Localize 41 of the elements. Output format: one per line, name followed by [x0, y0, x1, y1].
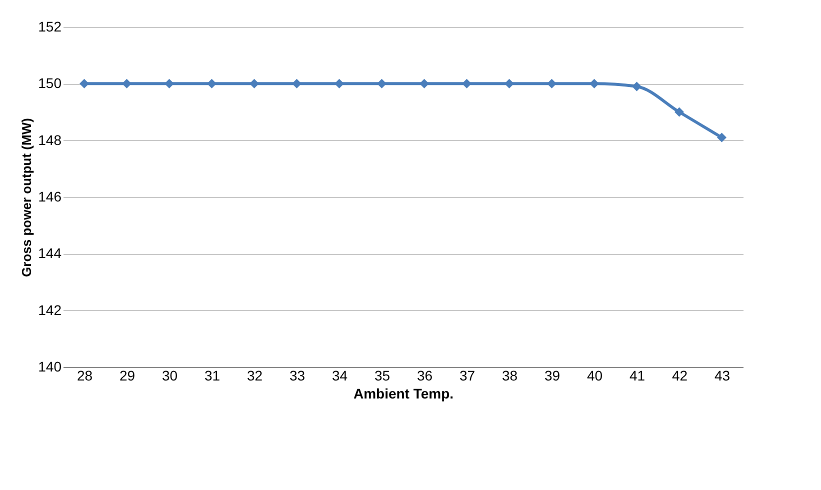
point [462, 78, 472, 88]
y-axis-title: Gross power output (MW) [19, 118, 34, 277]
y-tick-label: 144 [38, 245, 62, 262]
x-tick-label: 30 [162, 368, 178, 384]
x-tick-label: 36 [416, 368, 433, 384]
x-tick-label: 42 [672, 368, 688, 384]
point [250, 78, 259, 88]
y-tick-label: 142 [38, 302, 62, 318]
x-tick-label: 38 [502, 368, 518, 384]
point [80, 78, 89, 88]
y-tick-label: 152 [38, 18, 62, 34]
x-tick-label: 31 [204, 368, 220, 384]
x-tick-label: 43 [714, 368, 730, 384]
point [547, 78, 556, 88]
point [292, 78, 302, 88]
x-tick-label: 39 [544, 368, 560, 384]
point [590, 78, 599, 88]
x-tick-label: 40 [586, 368, 603, 384]
point [632, 82, 642, 92]
y-tick-label: 150 [38, 75, 62, 92]
point [420, 78, 429, 88]
x-tick-label: 29 [119, 368, 136, 384]
point [122, 78, 132, 88]
y-tick-label: 148 [38, 132, 62, 148]
point [164, 78, 174, 88]
point [504, 78, 514, 88]
point [207, 78, 216, 88]
point [674, 107, 684, 117]
y-tick-label: 140 [38, 358, 62, 374]
y-tick-label: 146 [38, 188, 62, 204]
x-tick-label: 41 [629, 368, 646, 384]
x-tick-label: 33 [289, 368, 306, 384]
x-tick-label: 28 [76, 368, 93, 384]
point [334, 78, 344, 88]
x-tick-label: 35 [374, 368, 390, 384]
x-axis-title: Ambient Temp. [353, 386, 454, 402]
x-tick-label: 37 [459, 368, 476, 384]
x-tick-label: 32 [246, 368, 263, 384]
point [377, 78, 386, 88]
point [717, 132, 726, 142]
x-tick-label: 34 [332, 368, 348, 384]
